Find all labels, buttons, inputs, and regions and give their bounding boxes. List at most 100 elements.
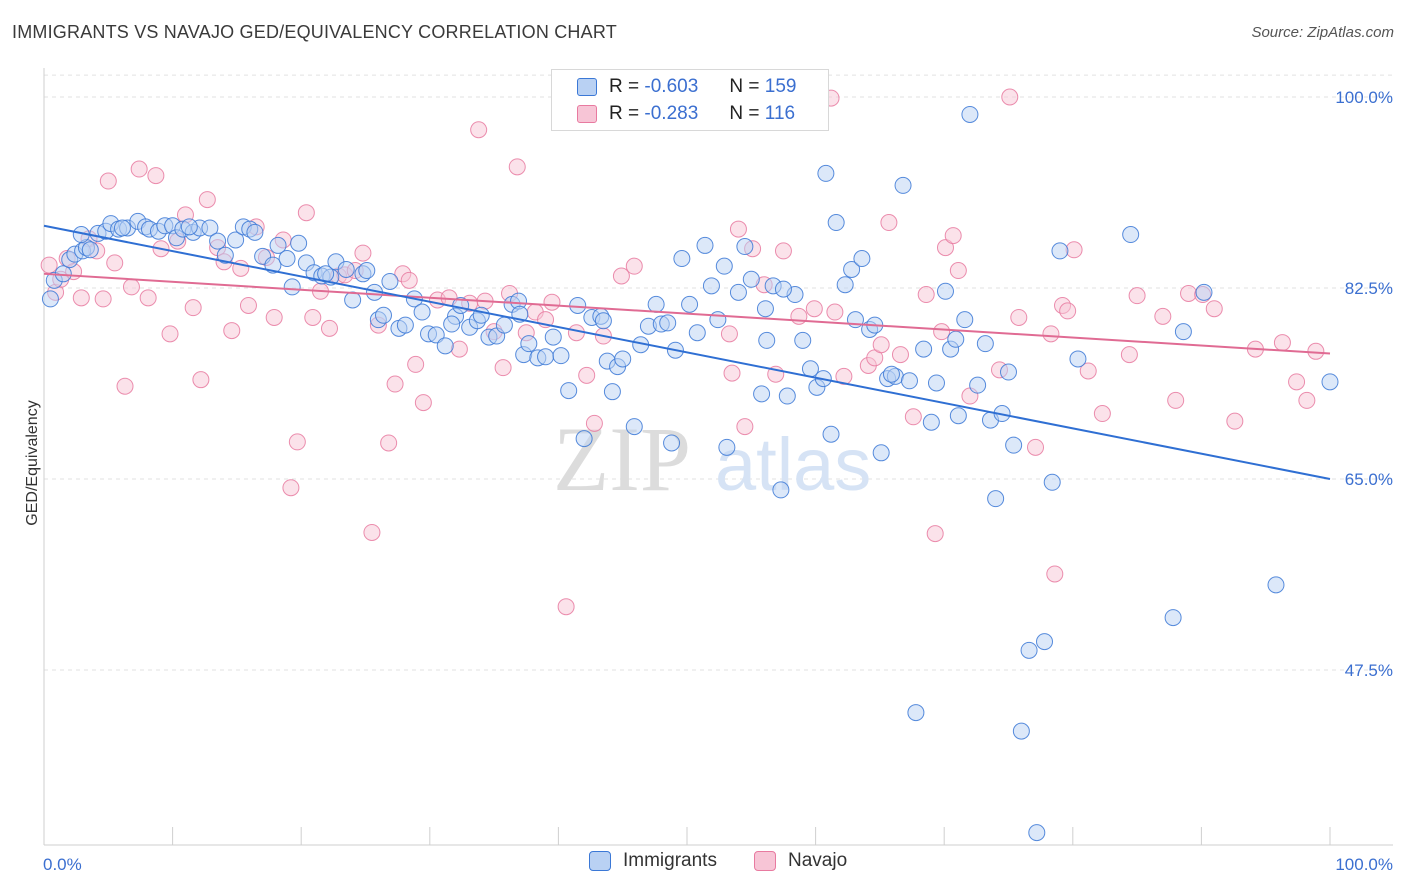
immigrants-point-23 bbox=[201, 219, 219, 237]
immigrants-point-118 bbox=[894, 176, 912, 194]
y-axis-title: GED/Equivalency bbox=[24, 400, 41, 525]
immigrants-point-41 bbox=[337, 260, 355, 278]
immigrants-point-161 bbox=[756, 300, 774, 318]
immigrants-point-139 bbox=[1036, 633, 1054, 651]
immigrants-point-134 bbox=[1000, 363, 1017, 381]
immigrants-legend-swatch bbox=[589, 851, 611, 871]
x-tick-label-right: 100.0% bbox=[1335, 855, 1393, 874]
immigrants-point-26 bbox=[227, 231, 245, 249]
immigrants-point-136 bbox=[1012, 722, 1030, 740]
navajo-point-22 bbox=[198, 191, 216, 209]
immigrants-point-145 bbox=[1174, 323, 1192, 341]
navajo-point-70 bbox=[625, 257, 643, 275]
immigrants-point-148 bbox=[1321, 373, 1339, 391]
immigrants-point-96 bbox=[742, 270, 760, 288]
navajo-point-106 bbox=[1120, 346, 1138, 364]
legend-r-label: R = bbox=[609, 103, 640, 124]
legend-n-label: N = bbox=[729, 103, 760, 124]
immigrants-point-121 bbox=[915, 340, 933, 358]
immigrants-point-69 bbox=[544, 328, 562, 346]
navajo-point-9 bbox=[99, 172, 117, 190]
immigrants-point-151 bbox=[180, 218, 198, 236]
immigrants-point-122 bbox=[922, 413, 940, 431]
immigrants-point-115 bbox=[872, 444, 890, 462]
navajo-point-47 bbox=[400, 271, 418, 289]
immigrants-point-42 bbox=[344, 291, 362, 309]
immigrants-point-44 bbox=[358, 262, 376, 280]
immigrants-point-107 bbox=[822, 425, 840, 443]
navajo-point-44 bbox=[380, 434, 398, 452]
navajo-point-34 bbox=[297, 204, 315, 222]
immigrants-point-135 bbox=[1005, 436, 1023, 454]
immigrants-point-100 bbox=[772, 481, 790, 499]
immigrants-point-147 bbox=[1267, 576, 1285, 594]
immigrants-point-159 bbox=[882, 365, 900, 383]
navajo-point-0 bbox=[40, 256, 58, 274]
navajo-point-88 bbox=[904, 408, 922, 426]
y-tick-label-3: 47.5% bbox=[1345, 661, 1393, 680]
navajo-point-91 bbox=[933, 323, 951, 341]
navajo-point-98 bbox=[1027, 438, 1045, 456]
navajo-point-93 bbox=[944, 227, 962, 245]
navajo-point-113 bbox=[1226, 412, 1244, 430]
immigrants-point-89 bbox=[688, 324, 706, 342]
immigrants-point-91 bbox=[702, 277, 720, 295]
navajo-point-45 bbox=[386, 375, 404, 393]
immigrants-point-34 bbox=[283, 278, 301, 296]
navajo-point-5 bbox=[72, 289, 90, 307]
immigrants-point-150 bbox=[113, 219, 131, 237]
navajo-point-99 bbox=[1042, 325, 1060, 343]
navajo-legend-label: Navajo bbox=[788, 850, 848, 871]
legend-r-label: R = bbox=[609, 76, 640, 97]
immigrants-point-137 bbox=[1020, 641, 1038, 659]
navajo-point-63 bbox=[543, 293, 561, 311]
immigrants-point-49 bbox=[396, 316, 414, 334]
navajo-point-67 bbox=[585, 414, 603, 432]
navajo-point-48 bbox=[407, 355, 425, 373]
immigrants-point-160 bbox=[947, 330, 965, 348]
navajo-point-25 bbox=[223, 322, 241, 340]
navajo-point-92 bbox=[936, 239, 954, 257]
navajo-point-35 bbox=[304, 308, 322, 326]
navajo-point-33 bbox=[288, 433, 306, 451]
immigrants-point-157 bbox=[715, 257, 733, 275]
navajo-point-79 bbox=[790, 307, 808, 325]
navajo-trend-line bbox=[43, 272, 1331, 355]
navajo-point-103 bbox=[1065, 241, 1083, 259]
navajo-point-13 bbox=[130, 160, 148, 178]
navajo-point-49 bbox=[414, 394, 432, 412]
immigrants-point-68 bbox=[537, 348, 555, 366]
source-label: Source: ZipAtlas.com bbox=[1251, 24, 1394, 41]
bottom-legend-immigrants: Immigrants bbox=[589, 850, 717, 872]
immigrants-point-53 bbox=[427, 326, 445, 344]
navajo-point-86 bbox=[880, 214, 898, 232]
watermark-zip: ZIP bbox=[553, 408, 691, 510]
legend-row-navajo: R = -0.283 N = 116 bbox=[552, 101, 795, 127]
immigrants-point-88 bbox=[681, 295, 699, 313]
navajo-point-11 bbox=[116, 377, 134, 395]
immigrants-point-85 bbox=[659, 314, 677, 332]
immigrants-point-98 bbox=[758, 331, 776, 349]
immigrants-point-83 bbox=[647, 295, 665, 313]
immigrants-point-158 bbox=[817, 164, 835, 182]
immigrants-point-142 bbox=[1069, 350, 1087, 368]
immigrants-point-73 bbox=[575, 430, 593, 448]
navajo-point-37 bbox=[320, 319, 338, 337]
navajo-point-8 bbox=[94, 290, 112, 308]
navajo-point-71 bbox=[723, 364, 741, 382]
immigrants-point-80 bbox=[625, 418, 643, 436]
navajo-point-54 bbox=[470, 121, 488, 139]
navajo-point-104 bbox=[1079, 362, 1097, 380]
legend-n-label: N = bbox=[729, 76, 760, 97]
navajo-point-74 bbox=[736, 418, 754, 436]
immigrants-point-144 bbox=[1164, 609, 1182, 627]
immigrants-point-109 bbox=[836, 276, 854, 294]
navajo-point-66 bbox=[578, 366, 596, 384]
immigrants-point-127 bbox=[956, 311, 974, 329]
navajo-point-78 bbox=[774, 242, 792, 260]
navajo-point-64 bbox=[557, 598, 575, 616]
immigrants-swatch bbox=[577, 78, 597, 96]
navajo-point-21 bbox=[192, 371, 210, 389]
navajo-point-12 bbox=[122, 278, 140, 296]
